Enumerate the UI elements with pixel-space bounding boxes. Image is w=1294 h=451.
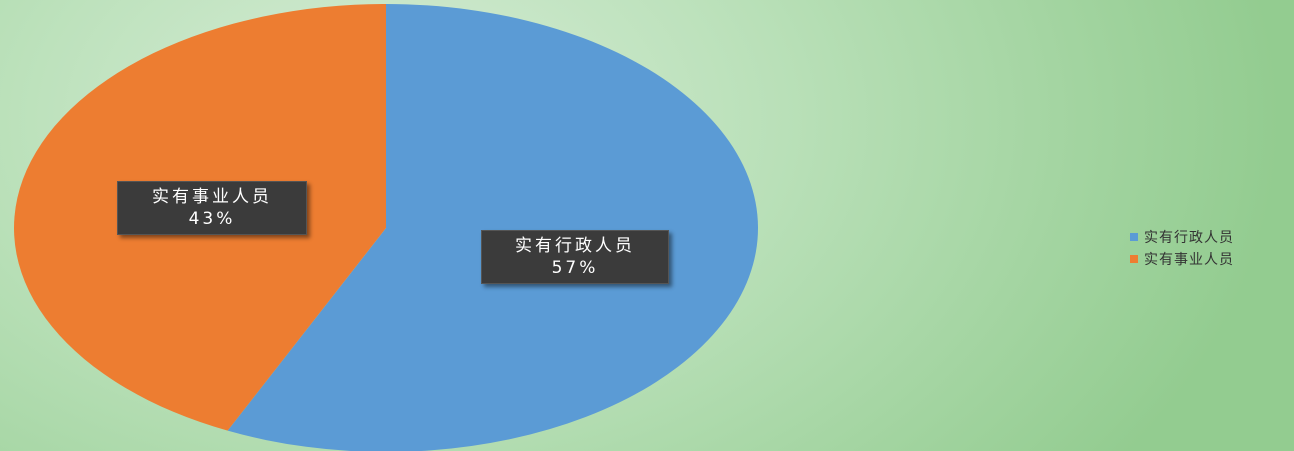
data-label-institution: 实有事业人员 43% xyxy=(117,181,307,235)
data-label-institution-name: 实有事业人员 xyxy=(152,187,272,207)
legend-item-admin: 实有行政人员 xyxy=(1130,226,1234,248)
legend-label-institution: 实有事业人员 xyxy=(1144,252,1234,268)
pie-slice-admin xyxy=(227,4,758,451)
legend-item-institution: 实有事业人员 xyxy=(1130,248,1234,270)
legend-swatch-admin xyxy=(1130,233,1138,241)
data-label-admin: 实有行政人员 57% xyxy=(481,230,669,284)
legend-label-admin: 实有行政人员 xyxy=(1144,230,1234,246)
data-label-admin-value: 57% xyxy=(551,258,599,278)
data-label-institution-value: 43% xyxy=(188,209,236,229)
legend-swatch-institution xyxy=(1130,255,1138,263)
legend: 实有行政人员 实有事业人员 xyxy=(1130,226,1234,270)
data-label-admin-name: 实有行政人员 xyxy=(515,236,635,256)
